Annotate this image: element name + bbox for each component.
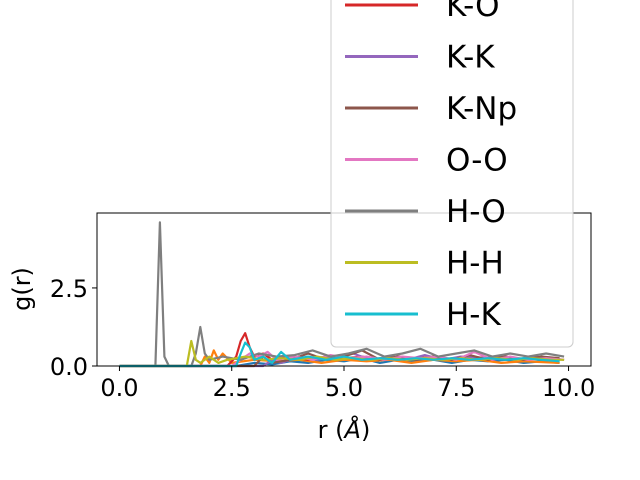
legend-label-o-o: O-O: [446, 143, 508, 179]
x-tick-label: 7.5: [437, 374, 475, 402]
legend-entries: Np-NpNp-OK-OK-KK-NpO-OH-OH-HH-K: [345, 0, 517, 333]
legend-label-h-k: H-K: [446, 297, 501, 333]
y-tick-label: 2.5: [50, 275, 88, 303]
x-tick-label: 0.0: [100, 374, 138, 402]
x-tick-label: 2.5: [213, 374, 251, 402]
legend: Np-NpNp-OK-OK-KK-NpO-OH-OH-HH-K: [330, 0, 574, 348]
legend-label-h-o: H-O: [446, 194, 506, 230]
series-line-h-k: [119, 341, 560, 368]
y-axis-label: g(r): [8, 267, 36, 311]
legend-label-k-np: K-Np: [446, 91, 517, 127]
legend-label-h-h: H-H: [446, 246, 504, 282]
y-tick-label: 0.0: [50, 353, 88, 381]
y-axis-ticks: 0.0 2.5: [50, 275, 97, 381]
x-tick-label: 10.0: [542, 374, 595, 402]
legend-box: [330, 0, 574, 348]
x-axis-label: r (Å): [318, 415, 371, 444]
legend-label-k-k: K-K: [446, 40, 495, 76]
x-axis-ticks: 0.0 2.5 5.0 7.5 10.0: [100, 366, 595, 402]
legend-label-k-o: K-O: [446, 0, 500, 24]
x-tick-label: 5.0: [325, 374, 363, 402]
